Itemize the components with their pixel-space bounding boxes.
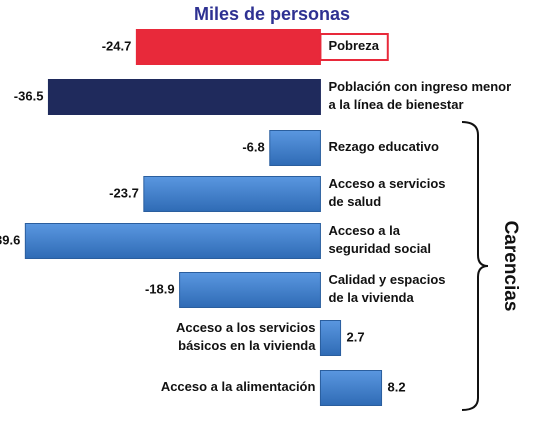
value-label: 2.7	[347, 329, 365, 344]
bar	[179, 272, 321, 308]
category-line: Calidad y espacios	[328, 272, 445, 287]
category-line: básicos en la vivienda	[178, 338, 316, 353]
bar	[143, 176, 321, 212]
category-line: Rezago educativo	[328, 139, 439, 154]
value-label: -18.9	[145, 281, 175, 296]
category-line: a la línea de bienestar	[328, 97, 463, 112]
category-label: Calidad y espacios de la vivienda	[328, 272, 445, 305]
category-label: Acceso a la alimentación	[161, 379, 316, 394]
category-label: Rezago educativo	[328, 139, 439, 154]
category-line: seguridad social	[328, 241, 431, 256]
chart-title: Miles de personas	[194, 4, 350, 24]
label-box	[319, 33, 389, 61]
value-label: -36.5	[14, 88, 44, 103]
category-label: Población con ingreso menor a la línea de…	[328, 79, 511, 112]
category-line: de la vivienda	[328, 290, 414, 305]
bracket	[461, 121, 489, 411]
category-line: Población con ingreso menor	[328, 79, 511, 94]
category-line: de salud	[328, 194, 381, 209]
bar	[47, 79, 321, 115]
category-line: Acceso a la alimentación	[161, 379, 316, 394]
value-label: -24.7	[102, 38, 132, 53]
value-label: -23.7	[109, 185, 139, 200]
category-label: Acceso a la seguridad social	[328, 223, 431, 256]
bar	[319, 370, 383, 406]
value-label: 8.2	[388, 379, 406, 394]
category-line: Acceso a la	[328, 223, 400, 238]
value-label: -6.8	[242, 139, 264, 154]
value-label: -39.6	[0, 232, 20, 247]
category-line: Acceso a servicios	[328, 176, 445, 191]
category-line: Acceso a los servicios	[176, 320, 315, 335]
category-label: Acceso a los servicios básicos en la vivi…	[176, 320, 316, 353]
bar	[269, 130, 321, 166]
bar	[24, 223, 321, 259]
category-label: Acceso a servicios de salud	[328, 176, 445, 209]
bar	[319, 320, 342, 356]
category-line: Pobreza	[328, 38, 379, 53]
bar	[135, 29, 321, 65]
category-label: Pobreza	[328, 38, 379, 53]
annotation: Carencias	[500, 221, 521, 312]
